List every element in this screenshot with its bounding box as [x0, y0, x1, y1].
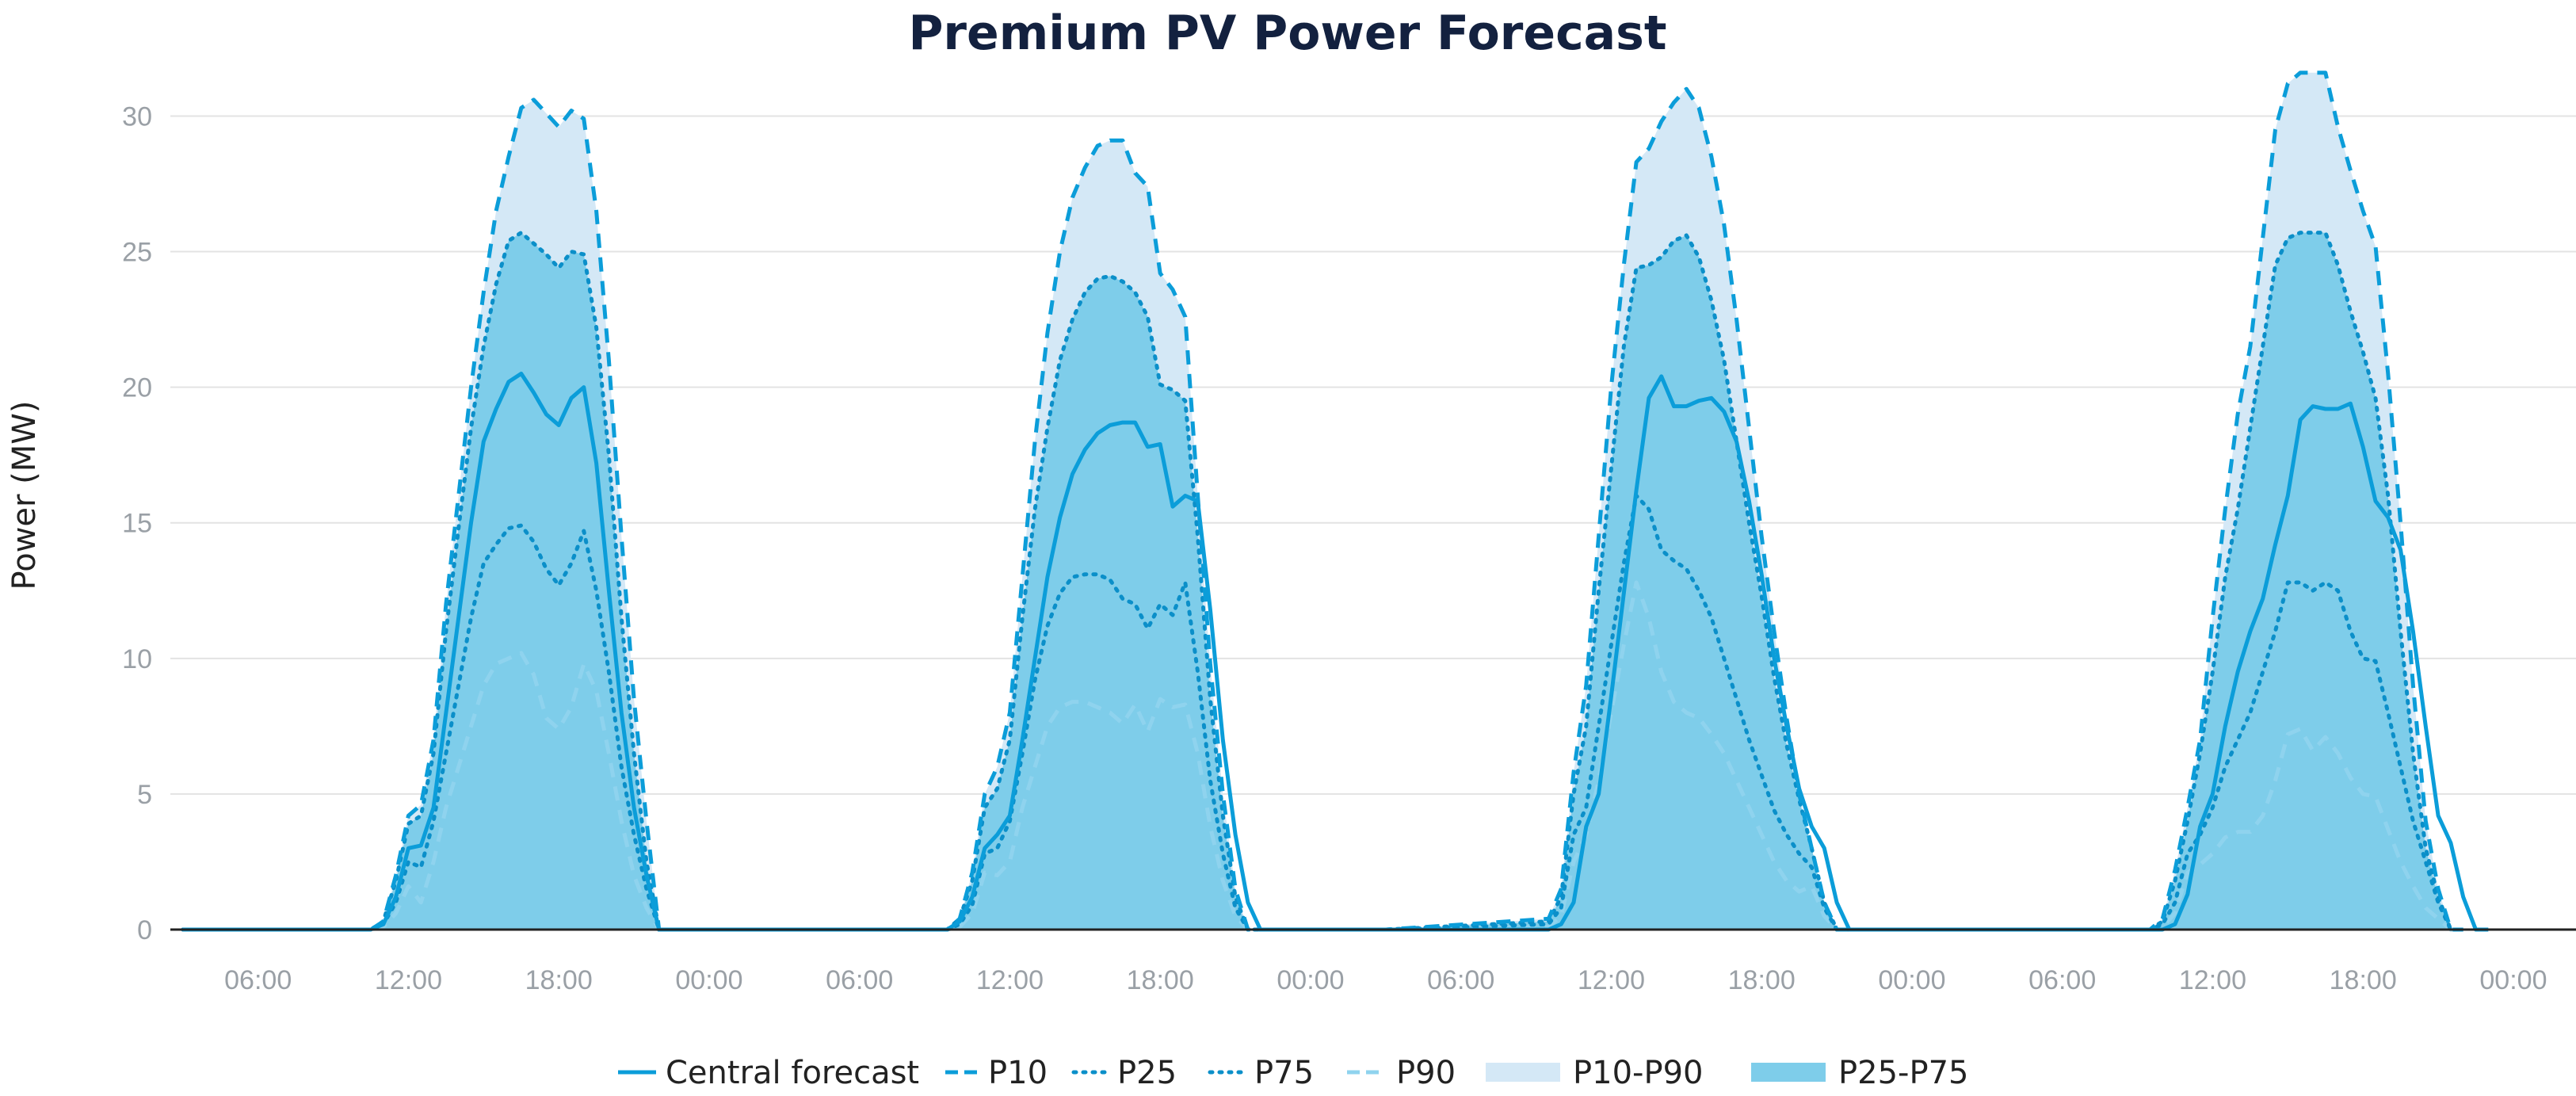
x-tick-label: 18:00	[2330, 965, 2397, 995]
legend-item-p90: P90	[1347, 1055, 1456, 1091]
y-tick-label: 30	[122, 101, 152, 132]
legend-item-central-forecast: Central forecast	[618, 1055, 919, 1091]
x-tick-label: 18:00	[525, 965, 593, 995]
legend-label: P25-P75	[1838, 1055, 1968, 1091]
x-tick-labels: 06:00 12:00 18:00 00:00 06:00 12:00 18:00 00:00…	[224, 965, 2547, 995]
y-tick-label: 25	[122, 238, 152, 268]
x-tick-label: 12:00	[1578, 965, 1645, 995]
y-tick-label: 20	[122, 373, 152, 403]
legend-label: P25	[1117, 1055, 1177, 1091]
band-p25-p75	[182, 232, 2463, 930]
chart-title: Premium PV Power Forecast	[908, 6, 1666, 61]
x-tick-label: 18:00	[1728, 965, 1796, 995]
x-tick-label: 12:00	[2179, 965, 2246, 995]
legend-label: P90	[1396, 1055, 1456, 1091]
legend-item-p25-p75: P25-P75	[1751, 1055, 1968, 1091]
legend: Central forecast P10 P25 P75 P90 P10-P90 P25-P…	[618, 1055, 1968, 1091]
x-tick-label: 06:00	[224, 965, 292, 995]
legend-label: P10	[988, 1055, 1048, 1091]
series-line-p10	[182, 71, 2463, 932]
y-axis-label: Power (MW)	[6, 401, 43, 590]
legend-item-p75: P75	[1208, 1055, 1314, 1091]
y-tick-label: 5	[137, 780, 152, 810]
x-tick-label: 12:00	[375, 965, 442, 995]
legend-item-p25: P25	[1071, 1055, 1177, 1091]
legend-label: P10-P90	[1573, 1055, 1703, 1091]
x-tick-label: 00:00	[1277, 965, 1344, 995]
series-line-p90	[182, 580, 2463, 932]
y-tick-label: 0	[137, 915, 152, 945]
x-tick-label: 06:00	[2028, 965, 2096, 995]
legend-label: Central forecast	[666, 1055, 919, 1091]
y-tick-labels: 0 5 10 15 20 25 30	[122, 101, 152, 945]
x-tick-label: 06:00	[1427, 965, 1494, 995]
y-tick-label: 15	[122, 509, 152, 539]
x-tick-label: 18:00	[1127, 965, 1194, 995]
x-tick-label: 06:00	[826, 965, 893, 995]
x-tick-label: 00:00	[675, 965, 742, 995]
x-tick-label: 12:00	[976, 965, 1044, 995]
x-tick-label: 00:00	[1878, 965, 1945, 995]
x-tick-label: 00:00	[2479, 965, 2547, 995]
legend-label: P75	[1254, 1055, 1314, 1091]
y-tick-label: 10	[122, 644, 152, 674]
legend-item-p10-p90: P10-P90	[1486, 1055, 1703, 1091]
legend-swatch	[1751, 1063, 1826, 1082]
bands	[182, 72, 2463, 930]
legend-swatch	[1486, 1063, 1560, 1082]
legend-item-p10: P10	[945, 1055, 1048, 1091]
